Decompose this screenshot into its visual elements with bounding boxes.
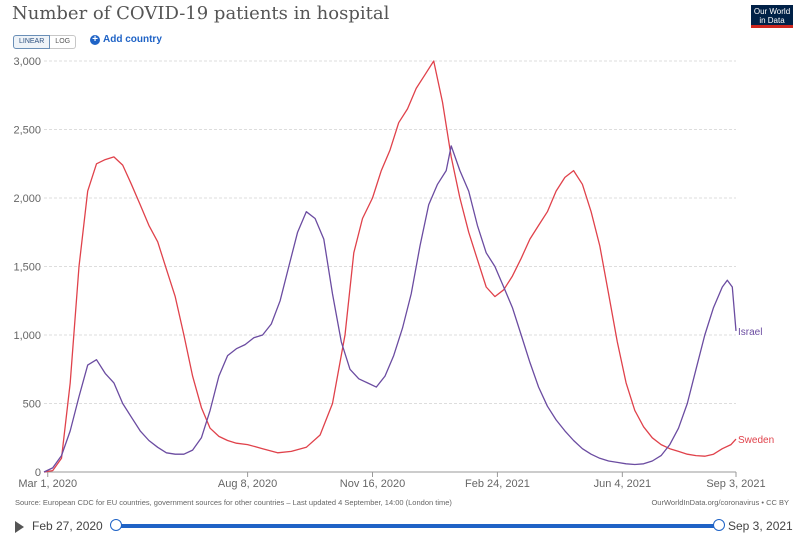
y-axis-ticks: 0 500 1,000 1,500 2,000 2,500 3,000 — [13, 56, 41, 479]
series-line-sweden — [43, 60, 737, 473]
x-tick-label: Sep 3, 2021 — [706, 478, 765, 490]
chart-title: Number of COVID-19 patients in hospital — [12, 3, 390, 24]
x-tick-label: Feb 24, 2021 — [465, 478, 530, 490]
play-icon[interactable] — [15, 521, 24, 533]
series-label-israel: Israel — [738, 327, 762, 338]
x-tick-label: Mar 1, 2020 — [18, 478, 77, 490]
y-tick-label: 1,500 — [13, 262, 41, 274]
series-line-israel — [43, 145, 737, 473]
y-tick-label: 500 — [23, 399, 41, 411]
log-scale-button[interactable]: LOG — [50, 35, 77, 49]
linear-scale-button[interactable]: LINEAR — [13, 35, 51, 49]
add-country-button[interactable]: + Add country — [90, 34, 162, 45]
scale-toggle: LINEAR LOG — [13, 35, 77, 49]
y-tick-label: 2,500 — [13, 125, 41, 137]
timeline-track[interactable] — [115, 524, 718, 528]
credit-link[interactable]: OurWorldInData.org/coronavirus • CC BY — [651, 498, 789, 507]
source-note: Source: European CDC for EU countries, g… — [15, 498, 452, 507]
y-tick-label: 0 — [35, 467, 41, 479]
grid-layer — [44, 60, 736, 473]
timeline-end-handle[interactable] — [713, 519, 725, 531]
timeline: Feb 27, 2020 Sep 3, 2021 — [0, 516, 800, 540]
x-tick-label: Jun 4, 2021 — [594, 478, 652, 490]
timeline-start-handle[interactable] — [110, 519, 122, 531]
x-axis-ticks: Mar 1, 2020 Aug 8, 2020 Nov 16, 2020 Feb 24… — [18, 472, 766, 490]
x-tick-label: Nov 16, 2020 — [340, 478, 405, 490]
series-label-sweden: Sweden — [738, 435, 774, 446]
x-tick-label: Aug 8, 2020 — [218, 478, 277, 490]
chart-plot: 0 500 1,000 1,500 2,000 2,500 3,000 Mar 1, 202… — [13, 56, 774, 490]
add-country-label: Add country — [103, 34, 162, 45]
y-tick-label: 1,000 — [13, 330, 41, 342]
timeline-end-label: Sep 3, 2021 — [728, 519, 793, 533]
logo-line-1: Our World — [753, 7, 791, 16]
owid-logo[interactable]: Our World in Data — [751, 5, 793, 28]
plus-icon: + — [90, 34, 100, 45]
footer: Source: European CDC for EU countries, g… — [15, 498, 795, 507]
series-labels: Sweden Israel — [738, 327, 774, 446]
timeline-start-label: Feb 27, 2020 — [32, 519, 103, 533]
logo-line-2: in Data — [759, 16, 785, 25]
y-tick-label: 3,000 — [13, 56, 41, 68]
series-layer — [43, 60, 737, 473]
y-tick-label: 2,000 — [13, 193, 41, 205]
